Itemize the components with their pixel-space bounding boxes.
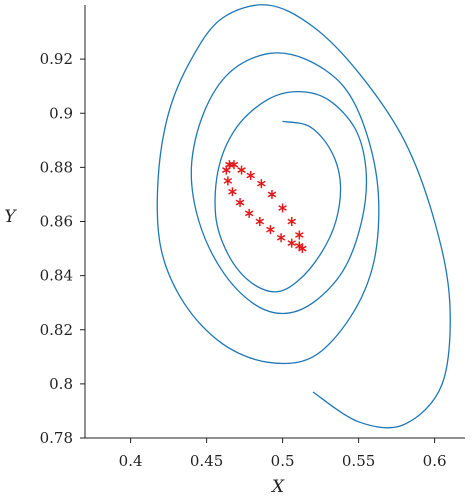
- series-marker-point: [223, 176, 233, 186]
- x-tick-label: 0.45: [190, 452, 223, 470]
- series-marker-point: [257, 179, 266, 189]
- series-marker-point: [235, 198, 245, 208]
- series-marker-point: [237, 165, 246, 175]
- series-marker-point: [276, 233, 286, 243]
- series-marker-point: [255, 217, 265, 226]
- series-marker-point: [246, 170, 255, 180]
- y-tick-label: 0.86: [40, 213, 73, 231]
- series-marker-point: [278, 203, 287, 213]
- series-marker-point: [295, 241, 304, 251]
- x-tick-label: 0.5: [271, 452, 295, 470]
- y-tick-label: 0.9: [49, 104, 73, 122]
- series-line-trajectory: [156, 4, 451, 429]
- series-marker-point: [267, 189, 277, 199]
- x-axis-label: X: [270, 477, 285, 497]
- series-marker-point: [287, 217, 296, 226]
- plot-lines: [156, 4, 451, 429]
- series-marker-point: [266, 225, 275, 235]
- series-marker-point: [295, 230, 304, 240]
- plot-markers: [222, 160, 307, 254]
- series-marker-point: [287, 238, 296, 248]
- y-tick-label: 0.78: [40, 429, 73, 447]
- series-marker-point: [222, 165, 231, 175]
- axes: 0.4 0.45 0.5 0.55 0.6 0.78 0.8 0.82 0.84 0.86 0.88…: [40, 5, 465, 470]
- y-tick-label: 0.82: [40, 321, 73, 339]
- series-marker-point: [228, 187, 237, 197]
- y-tick-label: 0.88: [40, 158, 73, 176]
- series-marker-point: [244, 208, 254, 218]
- y-tick-label: 0.8: [49, 375, 73, 393]
- x-tick-label: 0.55: [342, 452, 375, 470]
- y-tick-label: 0.92: [40, 50, 73, 68]
- x-tick-label: 0.6: [423, 452, 447, 470]
- y-tick-label: 0.84: [40, 267, 73, 285]
- series-marker-point: [229, 160, 239, 170]
- y-axis-label: Y: [4, 207, 17, 227]
- x-tick-label: 0.4: [119, 452, 143, 470]
